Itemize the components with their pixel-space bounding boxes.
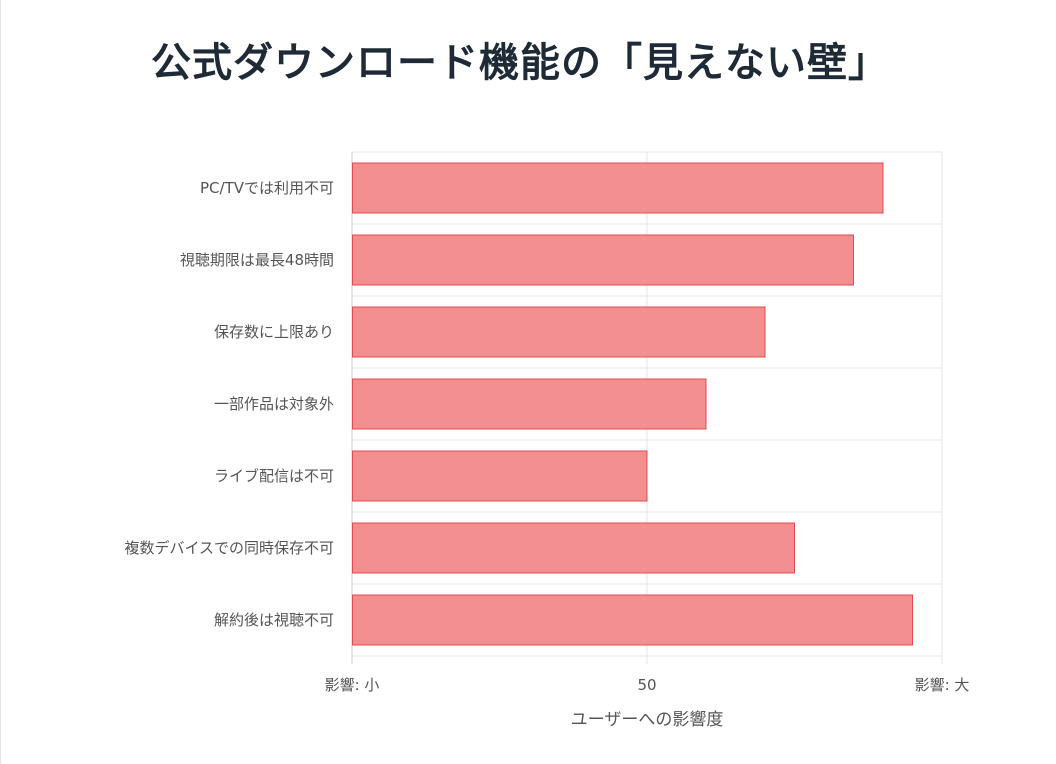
- category-label: PC/TVでは利用不可: [200, 179, 334, 197]
- x-tick-label: 50: [637, 676, 656, 694]
- category-labels: PC/TVでは利用不可視聴期限は最長48時間保存数に上限あり一部作品は対象外ライ…: [124, 179, 334, 629]
- category-label: 解約後は視聴不可: [214, 611, 334, 629]
- bar[interactable]: [352, 450, 648, 502]
- bar[interactable]: [352, 378, 707, 430]
- bar[interactable]: [352, 162, 884, 214]
- bar[interactable]: [352, 594, 913, 646]
- category-label: 複数デバイスでの同時保存不可: [124, 539, 334, 557]
- bars: [352, 162, 913, 646]
- category-label: 一部作品は対象外: [214, 395, 334, 413]
- x-tick-label: 影響: 大: [915, 676, 970, 694]
- bar[interactable]: [352, 522, 795, 574]
- category-label: 視聴期限は最長48時間: [180, 251, 334, 269]
- category-label: ライブ配信は不可: [214, 467, 334, 485]
- category-label: 保存数に上限あり: [214, 323, 334, 341]
- bar[interactable]: [352, 306, 766, 358]
- bar[interactable]: [352, 234, 854, 286]
- chart-title: 公式ダウンロード機能の「見えない壁」: [151, 40, 889, 86]
- x-tick-label: 影響: 小: [325, 676, 380, 694]
- x-axis-title: ユーザーへの影響度: [571, 710, 724, 730]
- x-tick-labels: 影響: 小 50 影響: 大: [325, 676, 970, 694]
